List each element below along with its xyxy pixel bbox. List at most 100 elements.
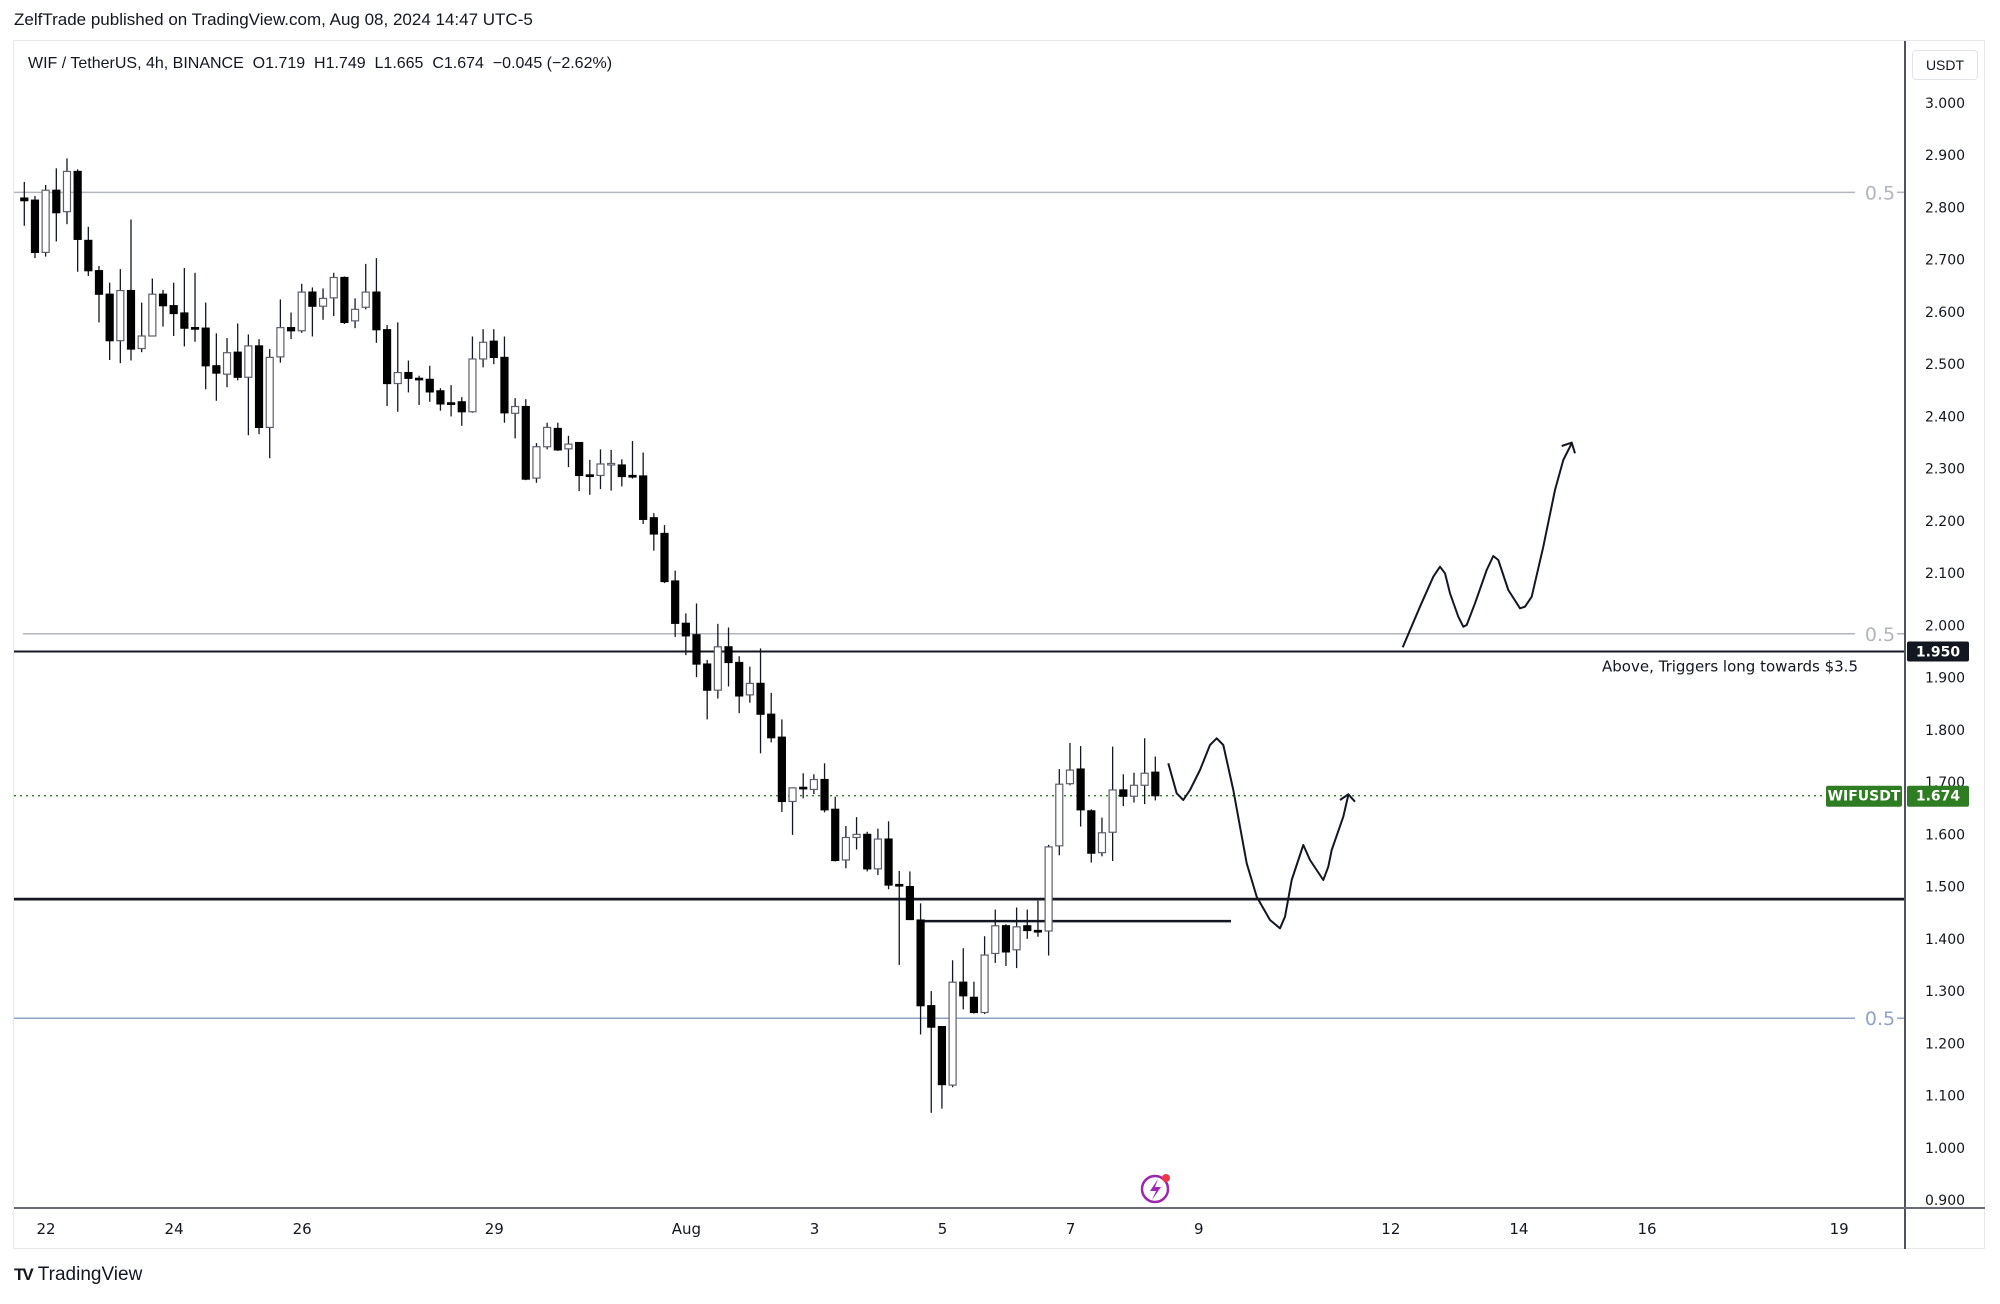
candle[interactable]: [84, 226, 93, 276]
candle[interactable]: [1012, 907, 1021, 969]
candle[interactable]: [479, 329, 488, 368]
candle[interactable]: [1119, 774, 1128, 807]
candle[interactable]: [607, 449, 616, 491]
candle[interactable]: [1023, 909, 1032, 939]
candle[interactable]: [1097, 817, 1107, 857]
price-axis[interactable]: 3.000 2.900 2.800 2.700 2.600 2.500 2.400 2.300…: [1925, 96, 1965, 1209]
lightning-icon[interactable]: [1140, 1174, 1170, 1204]
candle[interactable]: [41, 185, 50, 257]
candle[interactable]: [148, 278, 157, 337]
candle[interactable]: [799, 773, 808, 799]
candle[interactable]: [575, 441, 584, 492]
bullish-projection-path[interactable]: [1401, 442, 1573, 648]
candle[interactable]: [1001, 924, 1011, 967]
candle[interactable]: [1151, 756, 1160, 801]
candle[interactable]: [372, 258, 381, 343]
candle[interactable]: [660, 525, 669, 584]
candle[interactable]: [105, 282, 114, 361]
candle[interactable]: [511, 398, 520, 439]
candle[interactable]: [884, 821, 893, 890]
candle[interactable]: [201, 302, 210, 390]
candle[interactable]: [1108, 746, 1117, 862]
candle[interactable]: [895, 870, 904, 965]
candle[interactable]: [1065, 742, 1075, 786]
candle[interactable]: [927, 991, 936, 1113]
candle[interactable]: [116, 269, 125, 364]
candle[interactable]: [20, 181, 29, 226]
candle[interactable]: [318, 288, 328, 320]
candle[interactable]: [137, 302, 146, 353]
candle[interactable]: [767, 692, 776, 743]
candle[interactable]: [425, 365, 434, 402]
candle[interactable]: [169, 282, 178, 336]
candle[interactable]: [724, 627, 733, 687]
candle[interactable]: [628, 440, 637, 479]
candle[interactable]: [617, 459, 626, 487]
candle[interactable]: [639, 452, 648, 525]
candle[interactable]: [1140, 738, 1149, 805]
candle[interactable]: [905, 871, 915, 921]
candle[interactable]: [297, 283, 306, 333]
candle[interactable]: [788, 787, 797, 835]
candle[interactable]: [286, 312, 296, 340]
candle[interactable]: [809, 774, 818, 795]
candle[interactable]: [244, 334, 253, 436]
candle[interactable]: [948, 960, 957, 1088]
candle[interactable]: [1129, 772, 1139, 803]
candle[interactable]: [863, 831, 872, 872]
candle[interactable]: [873, 828, 883, 876]
candle[interactable]: [564, 435, 573, 468]
retest-projection-path[interactable]: [1167, 737, 1350, 930]
candle[interactable]: [532, 443, 541, 483]
candle[interactable]: [126, 219, 136, 361]
candle[interactable]: [841, 826, 850, 869]
candle[interactable]: [713, 623, 722, 699]
candle[interactable]: [329, 272, 338, 317]
candle[interactable]: [94, 265, 104, 323]
candle[interactable]: [393, 322, 402, 412]
candle[interactable]: [980, 936, 989, 1015]
candle[interactable]: [30, 195, 40, 259]
candle[interactable]: [180, 268, 189, 347]
candle[interactable]: [468, 336, 477, 413]
candle[interactable]: [1055, 769, 1064, 856]
candle[interactable]: [671, 570, 680, 637]
candle[interactable]: [745, 666, 754, 703]
candle[interactable]: [820, 763, 829, 813]
chart-pane[interactable]: [13, 40, 1985, 1249]
candle[interactable]: [73, 169, 82, 272]
brand-name[interactable]: TradingView: [37, 1264, 143, 1285]
candle[interactable]: [692, 603, 701, 678]
candle[interactable]: [735, 656, 744, 714]
candle[interactable]: [959, 948, 968, 1010]
candle[interactable]: [777, 719, 786, 812]
candle[interactable]: [969, 981, 979, 1014]
candle[interactable]: [852, 817, 861, 850]
candle[interactable]: [1076, 746, 1085, 827]
candle[interactable]: [831, 796, 840, 862]
candle[interactable]: [521, 399, 530, 481]
candle[interactable]: [585, 459, 594, 495]
candle[interactable]: [404, 360, 413, 393]
candle[interactable]: [340, 276, 349, 324]
candle[interactable]: [436, 388, 445, 411]
tradingview-logo-icon[interactable]: TV: [14, 1265, 34, 1284]
candle[interactable]: [991, 909, 1000, 963]
currency-button[interactable]: USDT: [1912, 50, 1978, 80]
time-axis[interactable]: 22 24 26 29 Aug 3 5 7 9 12 14 16 19: [36, 1220, 1848, 1238]
candle[interactable]: [350, 298, 360, 329]
candle[interactable]: [681, 613, 690, 656]
candle[interactable]: [254, 339, 264, 435]
candle[interactable]: [596, 449, 605, 490]
candle[interactable]: [1044, 844, 1053, 956]
candle[interactable]: [447, 385, 456, 417]
symbol-legend[interactable]: WIF / TetherUS, 4h, BINANCE O1.719 H1.74…: [28, 55, 612, 73]
candle[interactable]: [649, 513, 658, 551]
candle[interactable]: [553, 422, 562, 451]
candle[interactable]: [756, 648, 765, 754]
candle[interactable]: [212, 333, 221, 401]
candle[interactable]: [190, 272, 200, 342]
candle[interactable]: [276, 299, 285, 363]
candle[interactable]: [703, 659, 712, 720]
